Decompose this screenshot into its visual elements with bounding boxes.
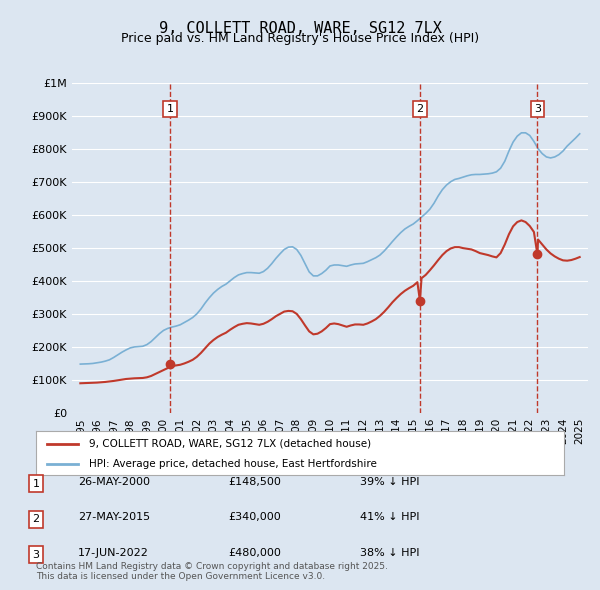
Text: 17-JUN-2022: 17-JUN-2022 <box>78 548 149 558</box>
Text: 1: 1 <box>167 104 174 114</box>
Text: 2: 2 <box>416 104 424 114</box>
Text: £340,000: £340,000 <box>228 512 281 522</box>
Text: Contains HM Land Registry data © Crown copyright and database right 2025.
This d: Contains HM Land Registry data © Crown c… <box>36 562 388 581</box>
Text: £480,000: £480,000 <box>228 548 281 558</box>
Text: 3: 3 <box>534 104 541 114</box>
Text: Price paid vs. HM Land Registry's House Price Index (HPI): Price paid vs. HM Land Registry's House … <box>121 32 479 45</box>
Text: 3: 3 <box>32 550 40 559</box>
Text: 39% ↓ HPI: 39% ↓ HPI <box>360 477 419 487</box>
Text: 26-MAY-2000: 26-MAY-2000 <box>78 477 150 487</box>
Text: 27-MAY-2015: 27-MAY-2015 <box>78 512 150 522</box>
Text: £148,500: £148,500 <box>228 477 281 487</box>
Text: HPI: Average price, detached house, East Hertfordshire: HPI: Average price, detached house, East… <box>89 459 377 469</box>
Text: 38% ↓ HPI: 38% ↓ HPI <box>360 548 419 558</box>
Text: 9, COLLETT ROAD, WARE, SG12 7LX (detached house): 9, COLLETT ROAD, WARE, SG12 7LX (detache… <box>89 439 371 449</box>
Text: 9, COLLETT ROAD, WARE, SG12 7LX: 9, COLLETT ROAD, WARE, SG12 7LX <box>158 21 442 35</box>
Text: 2: 2 <box>32 514 40 524</box>
Text: 41% ↓ HPI: 41% ↓ HPI <box>360 512 419 522</box>
Text: 1: 1 <box>32 479 40 489</box>
